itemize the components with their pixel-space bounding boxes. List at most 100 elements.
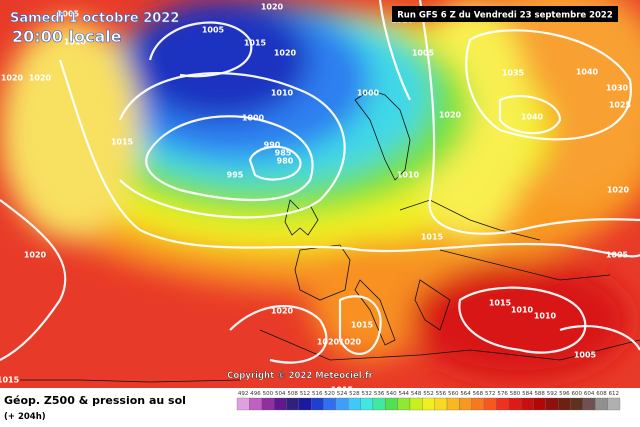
isobar-label: 1005 [202,26,225,35]
scale-swatch [409,397,423,411]
isobar-label: 1005 [57,10,80,19]
scale-swatch [483,397,497,411]
scale-label: 524 [337,391,348,397]
scale-swatch [372,397,386,411]
scale-label: 612 [609,391,620,397]
scale-label: 584 [522,391,533,397]
lead-time: (+ 204h) [4,412,46,422]
isobar-label: 1005 [606,251,629,260]
scale-swatch [558,397,571,411]
isobar-label: 1005 [412,49,435,58]
scale-label: 560 [448,391,459,397]
isobar-label: 1010 [64,38,87,47]
scale-swatch [459,397,472,411]
scale-swatch [323,397,336,411]
run-box [392,6,618,22]
run-info: Run GFS 6 Z du Vendredi 23 septembre 202… [397,11,613,21]
scale-swatch [335,397,349,411]
scale-label: 564 [460,391,471,397]
scale-swatch [434,397,448,411]
scale-label: 520 [324,391,335,397]
scale-swatch [496,397,509,411]
isobar-label: 1035 [502,69,525,78]
isobar-label: 1010 [511,306,534,315]
isobar-label: 1020 [339,338,362,347]
isobars [0,0,640,364]
scale-swatch [521,397,534,411]
isobar-label: 980 [277,157,294,166]
isobar-label: 1020 [271,307,294,316]
scale-swatch [249,397,262,411]
isobar-label: 1000 [242,114,265,123]
valid-time: 20:00 locale [12,27,122,46]
scale-swatch [422,397,435,411]
isobar-label: 1020 [1,74,24,83]
isobar-label: 1010 [397,171,420,180]
scale-label: 544 [399,391,410,397]
isobar-label: 985 [275,149,292,158]
isobar-label: 1020 [317,338,340,347]
scale-label: 572 [485,391,496,397]
isobar-label: 1015 [421,233,444,242]
isobar-label: 1025 [609,101,632,110]
isobar-label: 1020 [274,49,297,58]
scale-label: 508 [287,391,298,397]
scale-swatch [545,397,559,411]
scale-swatch [286,397,299,411]
isobar-label: 1030 [606,84,629,93]
valid-date: Samedi 1 octobre 2022 [10,11,179,26]
isobar-label: 1015 [0,376,20,385]
scale-label: 540 [386,391,397,397]
scale-swatch [310,397,324,411]
scale-swatch [385,397,398,411]
scale-label: 556 [436,391,447,397]
isobar-label: 1020 [29,74,52,83]
scale-label: 592 [547,391,558,397]
scale-swatch [397,397,411,411]
isobar-label: 990 [264,141,281,150]
scale-label: 548 [411,391,422,397]
isobar-label: 1020 [24,251,47,260]
isobar-label: 1015 [244,39,267,48]
scale-swatch [236,397,250,411]
isobar-label: 1010 [534,312,557,321]
scale-swatch [446,397,460,411]
scale-label: 516 [312,391,323,397]
footer-title: Géop. Z500 & pression au sol [4,394,186,407]
scale-label: 512 [300,391,311,397]
scale-label: 536 [374,391,385,397]
isobar-label: 995 [227,171,244,180]
scale-label: 496 [250,391,261,397]
isobar-label: 1015 [489,299,512,308]
scale-label: 596 [559,391,570,397]
scale-swatch [607,397,621,411]
scale-swatch [348,397,361,411]
scale-label: 500 [263,391,274,397]
scale-swatch [570,397,584,411]
copyright: Copyright © 2022 Meteociel.fr [227,371,373,381]
scale-label: 588 [534,391,545,397]
isobar-label: 1040 [576,68,599,77]
isobar-label: 1020 [439,111,462,120]
isobar-label: 1015 [331,386,354,395]
scale-swatch [533,397,547,411]
scale-swatch [471,397,485,411]
isobar-label: 1005 [574,351,597,360]
scale-label: 492 [238,391,249,397]
isobar-label: 1040 [521,113,544,122]
scale-label: 608 [596,391,607,397]
scale-swatch [595,397,608,411]
scale-label: 580 [510,391,521,397]
isobar-label: 1020 [261,3,284,12]
scale-label: 604 [584,391,595,397]
isobar-label: 1010 [271,89,294,98]
scale-swatch [298,397,312,411]
scale-label: 600 [572,391,583,397]
scale-swatch [360,397,374,411]
scale-label: 552 [423,391,434,397]
isobar-label: 1015 [111,138,134,147]
scale-label: 528 [349,391,360,397]
scale-label: 532 [361,391,372,397]
